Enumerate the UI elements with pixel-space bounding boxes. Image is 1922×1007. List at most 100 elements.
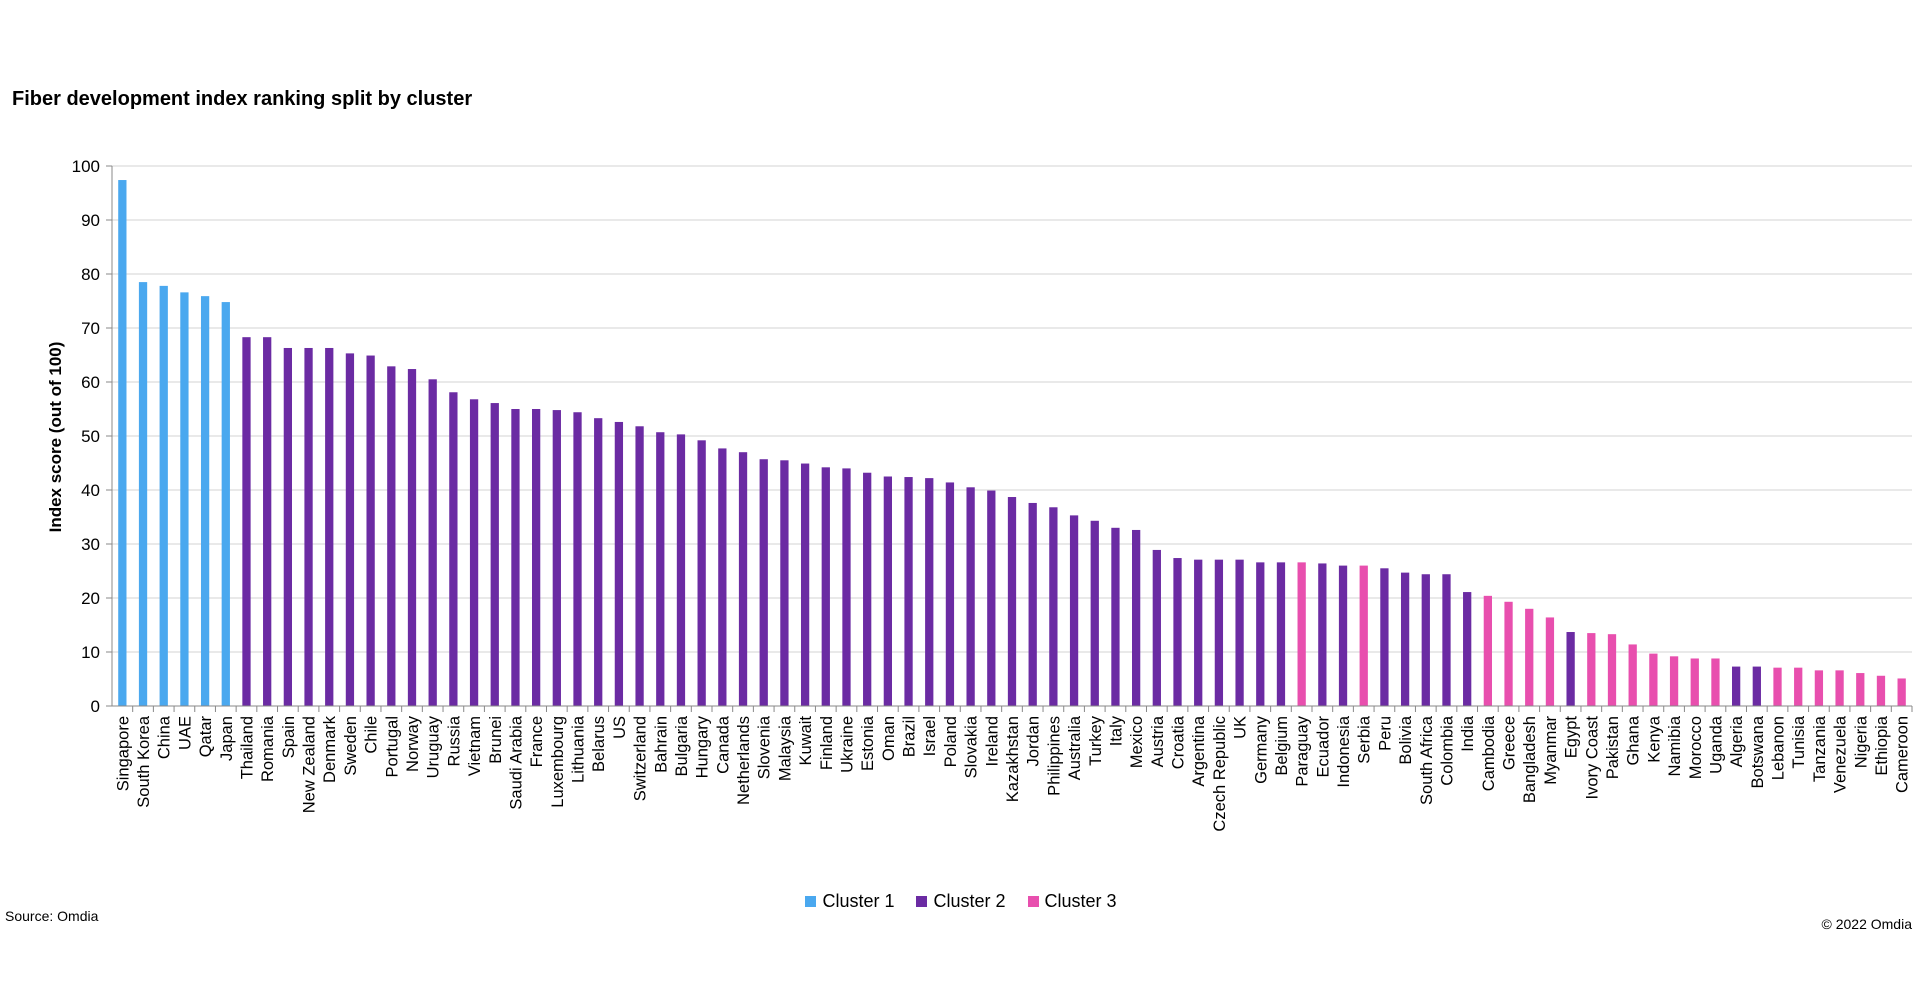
x-tick-label: Portugal xyxy=(383,716,401,777)
bar-paraguay xyxy=(1297,562,1306,706)
y-tick-label: 50 xyxy=(81,427,100,446)
x-tick-label: Thailand xyxy=(238,716,256,779)
x-tick-label: South Africa xyxy=(1418,715,1436,805)
x-tick-label: Belarus xyxy=(590,716,608,772)
x-tick-label: Luxembourg xyxy=(549,716,567,808)
y-tick-label: 20 xyxy=(81,589,100,608)
y-tick-label: 90 xyxy=(81,211,100,230)
bar-bahrain xyxy=(656,432,665,706)
bar-belgium xyxy=(1276,562,1286,706)
bar-oman xyxy=(883,476,892,706)
x-tick-label: Vietnam xyxy=(466,716,484,776)
bar-cambodia xyxy=(1483,595,1492,706)
x-tick-label: Colombia xyxy=(1438,715,1456,786)
bar-portugal xyxy=(387,366,396,706)
y-tick-label: 30 xyxy=(81,535,100,554)
x-tick-label: Brazil xyxy=(901,716,919,757)
x-tick-label: Slovakia xyxy=(963,715,981,778)
y-tick-label: 100 xyxy=(72,157,100,176)
y-tick-label: 80 xyxy=(81,265,100,284)
x-tick-label: Sweden xyxy=(342,716,360,776)
bar-peru xyxy=(1380,568,1389,706)
bar-new-zealand xyxy=(304,347,313,706)
x-tick-label: France xyxy=(528,716,546,767)
x-tick-label: Singapore xyxy=(114,716,132,791)
legend-item-cluster-1: Cluster 1 xyxy=(805,891,894,912)
legend-label: Cluster 3 xyxy=(1044,891,1117,911)
bar-saudi-arabia xyxy=(511,409,520,706)
x-tick-label: New Zealand xyxy=(301,716,319,813)
x-tick-label: Morocco xyxy=(1687,716,1705,779)
x-tick-label: Belgium xyxy=(1273,716,1291,776)
x-tick-label: Algeria xyxy=(1728,715,1746,767)
legend-item-cluster-2: Cluster 2 xyxy=(916,891,1006,912)
bar-mexico xyxy=(1132,529,1141,706)
bar-turkey xyxy=(1090,520,1099,706)
x-tick-label: Australia xyxy=(1066,715,1084,780)
bar-tanzania xyxy=(1814,670,1824,706)
bar-brazil xyxy=(904,477,913,706)
source-note: Source: Omdia xyxy=(5,908,99,924)
bar-singapore xyxy=(118,180,127,707)
bar-switzerland xyxy=(635,426,644,706)
x-tick-label: Romania xyxy=(259,715,277,782)
x-tick-label: Malaysia xyxy=(776,715,794,781)
bar-malaysia xyxy=(780,460,789,706)
bar-france xyxy=(532,409,541,706)
bar-greece xyxy=(1504,601,1513,706)
x-tick-label: Finland xyxy=(818,716,836,770)
bar-indonesia xyxy=(1338,565,1348,706)
legend-swatch xyxy=(1027,896,1039,907)
x-tick-label: UAE xyxy=(176,716,194,750)
x-tick-label: China xyxy=(156,715,174,759)
x-tick-label: Myanmar xyxy=(1542,715,1560,784)
bar-spain xyxy=(283,347,292,706)
x-tick-label: Philippines xyxy=(1045,716,1063,796)
bar-kazakhstan xyxy=(1007,497,1017,706)
x-tick-label: US xyxy=(611,716,629,739)
x-tick-label: Czech Republic xyxy=(1211,716,1229,832)
x-tick-label: Jordan xyxy=(1025,716,1043,766)
bar-morocco xyxy=(1690,658,1699,706)
x-tick-label: Uganda xyxy=(1707,715,1725,774)
y-tick-label: 0 xyxy=(91,697,100,716)
x-tick-label: Kenya xyxy=(1645,715,1663,763)
x-tick-label: Spain xyxy=(280,716,298,758)
bar-japan xyxy=(221,302,230,706)
bar-south-africa xyxy=(1421,574,1430,706)
bar-us xyxy=(614,421,624,706)
x-tick-label: Croatia xyxy=(1170,715,1188,769)
x-tick-label: Greece xyxy=(1501,716,1519,770)
bar-ghana xyxy=(1628,644,1637,706)
x-tick-label: Oman xyxy=(880,716,898,761)
bar-colombia xyxy=(1442,574,1451,706)
x-tick-label: Ethiopia xyxy=(1873,715,1891,775)
bar-uae xyxy=(180,292,189,706)
bar-canada xyxy=(718,448,727,706)
axes xyxy=(111,166,1913,712)
x-tick-label: Bulgaria xyxy=(673,715,691,776)
bar-russia xyxy=(449,392,458,706)
bar-ivory-coast xyxy=(1587,633,1596,706)
x-tick-label: Hungary xyxy=(694,715,712,778)
bar-romania xyxy=(263,337,272,706)
x-tick-label: Cambodia xyxy=(1480,715,1498,791)
x-tick-label: Estonia xyxy=(859,715,877,771)
bar-bolivia xyxy=(1400,572,1410,706)
x-tick-label: Lebanon xyxy=(1770,716,1788,780)
bar-ecuador xyxy=(1318,563,1327,706)
bar-vietnam xyxy=(469,399,479,706)
bar-ukraine xyxy=(842,468,851,706)
x-tick-label: Ireland xyxy=(983,716,1001,766)
bar-tunisia xyxy=(1794,667,1803,706)
x-tick-label: Germany xyxy=(1252,715,1270,784)
bar-croatia xyxy=(1173,558,1182,706)
x-tick-label: Poland xyxy=(942,716,960,767)
bar-kuwait xyxy=(800,463,810,706)
bar-denmark xyxy=(325,347,334,706)
bar-norway xyxy=(407,369,417,706)
legend-swatch xyxy=(805,896,817,907)
x-tick-label: Bangladesh xyxy=(1521,716,1539,803)
bar-austria xyxy=(1152,549,1161,706)
